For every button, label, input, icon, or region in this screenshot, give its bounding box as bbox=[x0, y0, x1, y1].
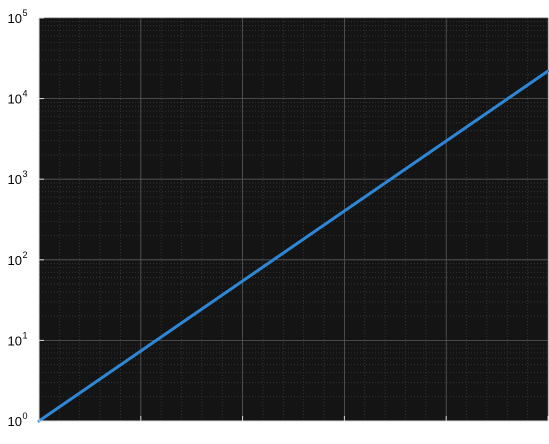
x-tick-label: 6 bbox=[341, 425, 348, 439]
axes bbox=[38, 17, 549, 422]
y-tick-label-base: 10 bbox=[8, 414, 22, 429]
series-layer bbox=[37, 69, 549, 423]
y-tick-label: 10 2 bbox=[8, 250, 28, 268]
x-tick-label: 10 bbox=[541, 425, 549, 439]
x-tick-label: 4 bbox=[239, 425, 246, 439]
y-tick-label: 10 1 bbox=[8, 330, 28, 348]
y-tick-label: 10 5 bbox=[8, 8, 28, 26]
y-tick-label: 10 0 bbox=[8, 411, 28, 429]
y-tick-label-base: 10 bbox=[8, 92, 22, 107]
y-tick-label-base: 10 bbox=[8, 172, 22, 187]
x-tick-label: 2 bbox=[137, 425, 144, 439]
y-tick-label: 10 3 bbox=[8, 169, 28, 187]
y-tick-label-base: 10 bbox=[8, 253, 22, 268]
y-tick-label-exponent: 0 bbox=[23, 411, 28, 421]
y-tick-label-exponent: 2 bbox=[23, 250, 28, 260]
x-tick-label: 0 bbox=[35, 425, 42, 439]
y-tick-label-base: 10 bbox=[8, 11, 22, 26]
y-tick-label-base: 10 bbox=[8, 333, 22, 348]
y-tick-label: 10 4 bbox=[8, 89, 28, 107]
y-tick-label-exponent: 4 bbox=[23, 89, 28, 99]
x-tick-labels: 0 2 4 6 8 10 bbox=[35, 425, 549, 440]
series-line-0 bbox=[37, 69, 549, 423]
y-tick-label-exponent: 3 bbox=[23, 169, 28, 179]
y-tick-label-exponent: 5 bbox=[23, 8, 28, 18]
minor-gridlines bbox=[39, 18, 548, 421]
plot-area bbox=[39, 18, 548, 421]
y-tick-label-exponent: 1 bbox=[23, 330, 28, 340]
x-tick-label: 8 bbox=[443, 425, 450, 439]
